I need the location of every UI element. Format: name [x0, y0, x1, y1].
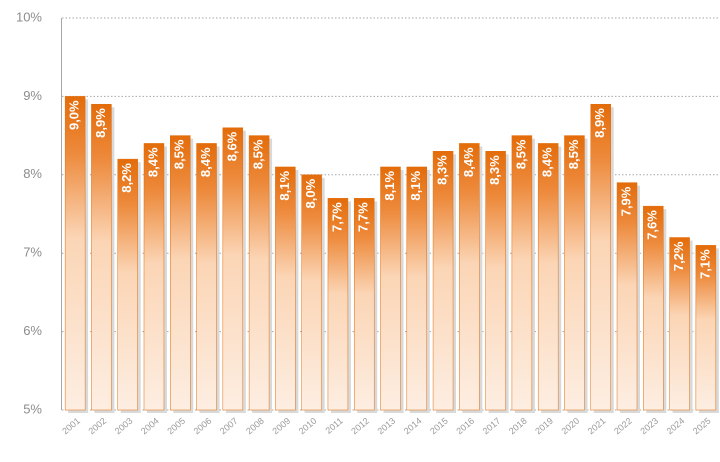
value-label: 7,6% [645, 210, 660, 240]
value-label: 8,0% [303, 178, 318, 208]
value-label: 8,5% [513, 139, 528, 169]
value-label: 8,4% [145, 147, 160, 177]
value-label: 8,4% [540, 147, 555, 177]
value-label: 8,4% [198, 147, 213, 177]
bar [511, 135, 533, 411]
x-tick-label: 2015 [428, 416, 450, 437]
value-label: 7,1% [697, 249, 712, 279]
x-tick-label: 2009 [270, 416, 292, 437]
value-label: 7,7% [329, 202, 344, 232]
x-tick-label: 2003 [113, 416, 135, 437]
bar [432, 151, 454, 411]
x-tick-label: 2012 [349, 416, 371, 437]
bar [485, 151, 506, 411]
bar [564, 135, 585, 411]
value-label: 8,1% [408, 171, 423, 201]
x-tick-label: 2004 [139, 416, 161, 437]
x-tick-label: 2002 [86, 416, 108, 437]
bar [590, 103, 611, 411]
x-tick-label: 2022 [612, 416, 634, 437]
value-label: 8,9% [93, 108, 108, 138]
x-tick-label: 2008 [244, 416, 266, 437]
bar [537, 143, 559, 411]
value-label: 8,3% [434, 155, 449, 185]
x-tick-label: 2007 [218, 416, 240, 437]
x-tick-label: 2014 [402, 416, 424, 437]
y-tick-label: 8% [23, 166, 42, 181]
value-label: 8,5% [251, 139, 266, 169]
bar [406, 166, 428, 411]
y-tick-label: 9% [23, 88, 42, 103]
value-label: 7,9% [618, 186, 633, 216]
y-tick-label: 5% [23, 401, 42, 416]
y-tick-label: 7% [23, 245, 42, 260]
bar [669, 237, 690, 411]
x-tick-label: 2005 [165, 416, 187, 437]
bar [301, 174, 322, 411]
bar [353, 198, 375, 411]
value-label: 8,2% [119, 163, 134, 193]
y-tick-label: 6% [23, 323, 42, 338]
value-label: 8,3% [487, 155, 502, 185]
value-label: 8,6% [224, 131, 239, 161]
bar [117, 158, 138, 411]
x-tick-label: 2019 [533, 416, 555, 437]
x-tick-label: 2016 [454, 416, 476, 437]
x-tick-label: 2001 [60, 416, 82, 437]
y-tick-label: 10% [16, 9, 42, 24]
x-tick-label: 2017 [481, 416, 503, 437]
value-label: 8,5% [566, 139, 581, 169]
x-tick-label: 2013 [376, 416, 398, 437]
bar [64, 96, 86, 411]
bar [643, 205, 664, 411]
x-tick-label: 2006 [192, 416, 214, 437]
bar [248, 135, 270, 411]
x-tick-label: 2010 [297, 416, 319, 437]
bar [143, 143, 165, 411]
value-label: 7,2% [671, 241, 686, 271]
value-label: 9,0% [67, 100, 82, 130]
bar [695, 245, 717, 411]
bar [91, 103, 112, 411]
x-tick-label: 2023 [638, 416, 660, 437]
bar [459, 143, 480, 411]
x-tick-label: 2011 [323, 416, 344, 436]
bar [616, 182, 638, 411]
bar [222, 127, 244, 411]
value-label: 8,4% [461, 147, 476, 177]
x-tick-label: 2021 [586, 416, 608, 437]
x-tick-label: 2024 [665, 416, 687, 437]
x-tick-label: 2018 [507, 416, 529, 437]
bar [327, 198, 349, 411]
bar [275, 166, 296, 411]
x-tick-label: 2020 [559, 416, 581, 437]
value-label: 7,7% [356, 202, 371, 232]
bar [380, 166, 401, 411]
value-label: 8,1% [277, 171, 292, 201]
bar [170, 135, 191, 411]
value-label: 8,1% [382, 171, 397, 201]
value-label: 8,5% [172, 139, 187, 169]
value-label: 8,9% [592, 108, 607, 138]
bar [196, 143, 217, 411]
x-tick-label: 2025 [691, 416, 713, 437]
